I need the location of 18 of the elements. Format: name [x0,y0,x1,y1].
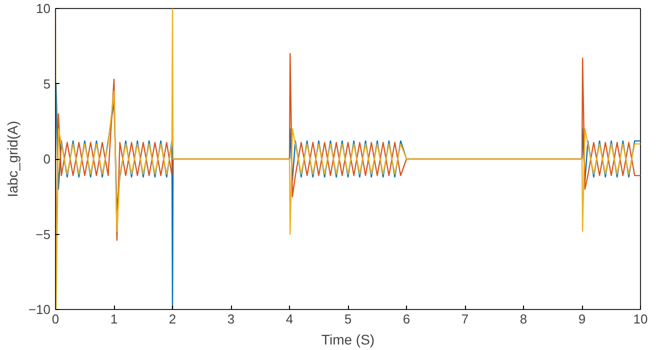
x-tick-label: 8 [520,312,528,326]
x-tick-label: 6 [402,312,410,326]
y-tick-label: 0 [43,152,51,166]
x-tick-label: 1 [110,312,118,326]
x-tick-label: 3 [227,312,235,326]
x-tick-label: 5 [344,312,352,326]
x-tick-label: 4 [286,312,294,326]
y-tick-label: −5 [36,226,51,242]
line-series [56,8,640,310]
x-tick-label: 10 [633,312,648,326]
x-axis-title: Time (S) [321,332,375,348]
y-tick-label: 10 [36,1,51,16]
y-tick-label: −10 [28,302,51,317]
x-tick-label: 2 [168,312,176,326]
x-tick-label: 7 [461,312,469,326]
y-tick-label: 5 [43,76,51,92]
x-tick-label: 9 [578,312,586,326]
y-axis-title: Iabc_grid(A) [4,120,20,198]
